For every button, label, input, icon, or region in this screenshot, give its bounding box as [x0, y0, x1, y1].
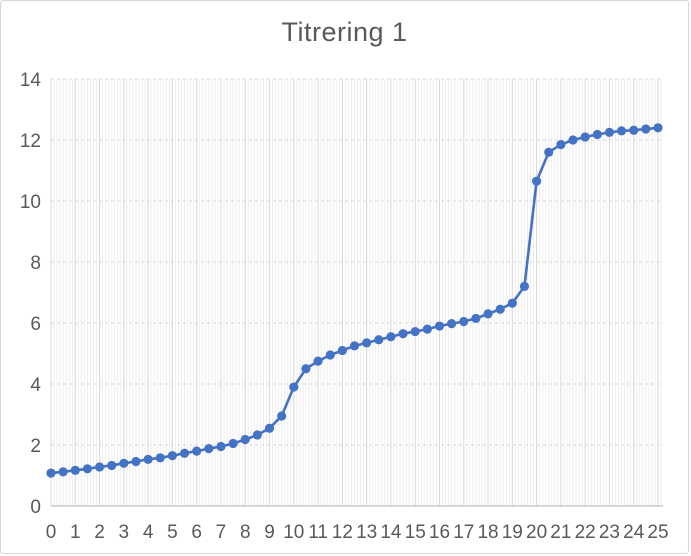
chart-title: Titrering 1	[281, 17, 408, 47]
x-tick-label: 14	[380, 522, 402, 543]
data-point	[483, 309, 493, 319]
data-point	[216, 441, 226, 452]
data-point	[641, 124, 651, 134]
y-tick-label: 14	[20, 70, 42, 91]
x-tick-label: 8	[240, 522, 251, 543]
x-tick-label: 9	[264, 522, 275, 543]
x-tick-label: 10	[283, 522, 304, 543]
data-point	[143, 454, 153, 464]
data-point	[459, 316, 469, 327]
data-point	[277, 411, 287, 421]
data-point	[301, 364, 311, 374]
data-point	[82, 464, 93, 474]
x-tick-label: 5	[167, 522, 178, 543]
data-point	[264, 423, 275, 433]
data-point	[386, 332, 396, 342]
y-tick-label: 6	[30, 314, 41, 335]
x-tick-label: 7	[216, 522, 227, 543]
x-tick-label: 20	[526, 522, 547, 543]
data-point	[629, 125, 639, 135]
x-tick-label: 18	[477, 522, 498, 543]
data-point	[507, 298, 517, 308]
data-point	[495, 304, 505, 314]
x-tick-label: 24	[623, 522, 645, 543]
data-point	[192, 446, 202, 456]
data-point	[556, 139, 566, 150]
data-point	[580, 132, 590, 142]
data-point	[604, 127, 615, 137]
x-tick-label: 21	[550, 522, 571, 543]
y-tick-label: 0	[30, 497, 41, 518]
x-tick-label: 22	[575, 522, 596, 543]
data-point	[471, 313, 481, 324]
x-tick-label: 13	[356, 522, 377, 543]
data-point	[592, 129, 602, 140]
data-point	[447, 319, 457, 329]
x-tick-label: 17	[453, 522, 474, 543]
y-tick-label: 8	[30, 253, 41, 274]
x-tick-label: 2	[94, 522, 105, 543]
data-point	[289, 382, 299, 392]
data-point	[532, 176, 542, 186]
x-tick-label: 15	[405, 522, 426, 543]
x-tick-label: 4	[143, 522, 154, 543]
data-point	[70, 465, 80, 475]
x-tick-label: 0	[46, 522, 57, 543]
data-point	[434, 321, 445, 331]
data-point	[107, 460, 117, 471]
x-tick-label: 12	[332, 522, 353, 543]
data-point	[362, 338, 372, 348]
data-point	[374, 335, 384, 345]
y-tick-label: 4	[30, 375, 41, 396]
x-tick-label: 1	[70, 522, 81, 543]
data-point	[179, 448, 190, 458]
data-point	[568, 135, 578, 145]
data-point	[167, 451, 177, 461]
data-point	[544, 147, 554, 157]
data-point	[398, 329, 408, 339]
data-point	[337, 345, 347, 356]
data-point	[422, 324, 432, 334]
data-point	[119, 458, 129, 468]
data-point	[313, 356, 323, 366]
y-tick-label: 10	[20, 192, 41, 213]
x-tick-label: 3	[119, 522, 130, 543]
data-point	[252, 430, 262, 440]
data-point	[228, 438, 238, 449]
data-point	[46, 468, 56, 478]
data-point	[616, 126, 627, 136]
data-point	[155, 453, 165, 463]
data-point	[519, 281, 530, 291]
data-point	[131, 456, 141, 467]
y-tick-label: 2	[30, 436, 41, 457]
data-point	[58, 467, 68, 477]
x-tick-label: 25	[647, 522, 668, 543]
data-point	[94, 462, 105, 472]
x-tick-label: 23	[599, 522, 620, 543]
x-tick-label: 19	[502, 522, 523, 543]
x-tick-label: 16	[429, 522, 450, 543]
x-tick-label: 11	[308, 522, 328, 543]
data-point	[240, 434, 250, 445]
data-point	[325, 350, 335, 360]
data-point	[653, 123, 663, 133]
data-point	[204, 444, 214, 454]
x-tick-label: 6	[191, 522, 202, 543]
data-point	[349, 341, 360, 351]
y-tick-label: 12	[20, 131, 41, 152]
data-point	[410, 326, 420, 337]
